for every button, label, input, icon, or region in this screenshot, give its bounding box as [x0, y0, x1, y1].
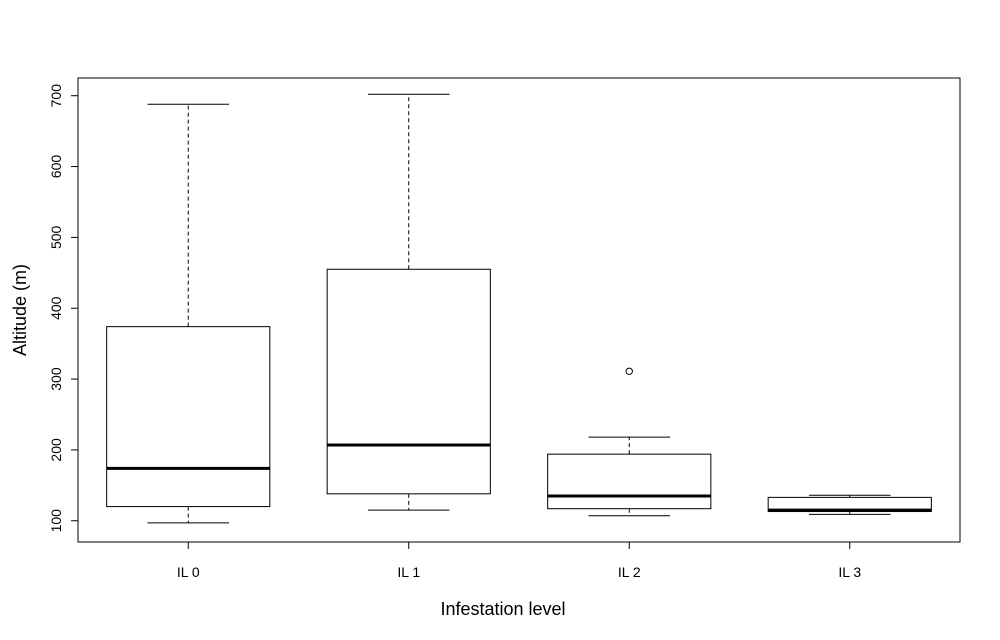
- x-tick-label: IL 1: [397, 564, 420, 580]
- y-tick-label: 600: [48, 155, 64, 179]
- y-axis: 100 200 300 400 500 600 700: [48, 84, 79, 533]
- box-group-0: [106, 103, 271, 524]
- y-tick-label: 100: [48, 509, 64, 533]
- y-tick-label: 200: [48, 438, 64, 462]
- box-group-1: [326, 93, 491, 511]
- x-axis-label: Infestation level: [440, 599, 565, 619]
- y-tick-label: 400: [48, 296, 64, 320]
- x-axis: IL 0 IL 1 IL 2 IL 3: [177, 541, 861, 580]
- y-tick-label: 300: [48, 367, 64, 391]
- outlier-point: [625, 367, 633, 375]
- y-tick-label: 500: [48, 225, 64, 249]
- plot-marks: [106, 93, 932, 524]
- y-axis-label: Altitude (m): [10, 264, 30, 356]
- y-tick-label: 700: [48, 84, 64, 108]
- box-group-3: [767, 494, 932, 515]
- box-iqr: [106, 326, 271, 508]
- box-iqr: [547, 453, 712, 510]
- x-tick-label: IL 2: [618, 564, 641, 580]
- x-tick-label: IL 3: [838, 564, 861, 580]
- box-iqr: [326, 268, 491, 495]
- x-tick-label: IL 0: [177, 564, 200, 580]
- box-group-2: [547, 367, 712, 517]
